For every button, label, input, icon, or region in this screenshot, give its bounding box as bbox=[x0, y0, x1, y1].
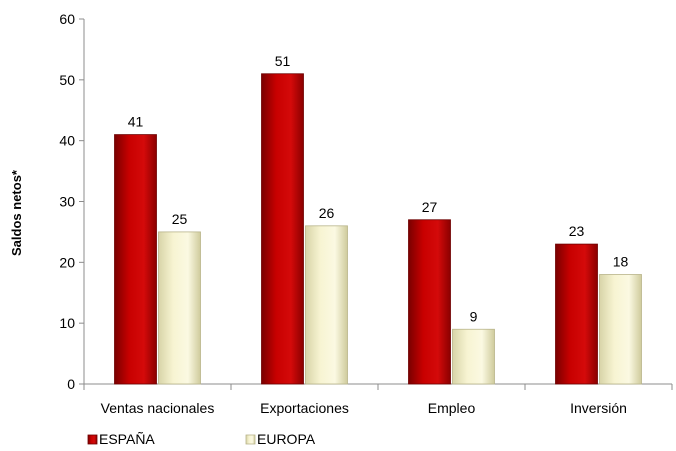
data-label: 25 bbox=[172, 211, 188, 227]
data-label: 51 bbox=[275, 53, 291, 69]
y-tick-label: 10 bbox=[59, 315, 75, 331]
data-label: 18 bbox=[613, 254, 629, 270]
bar-espana bbox=[261, 73, 304, 385]
x-tick-label: Exportaciones bbox=[260, 400, 349, 416]
y-axis-title: Saldos netos* bbox=[9, 169, 24, 256]
data-label: 9 bbox=[470, 308, 478, 324]
bar-espana bbox=[408, 219, 451, 385]
data-label: 27 bbox=[422, 199, 438, 215]
legend-swatch bbox=[87, 434, 98, 445]
bar-europa bbox=[452, 328, 495, 385]
bar-europa bbox=[305, 225, 348, 385]
bar-espana bbox=[555, 243, 598, 385]
data-label: 26 bbox=[319, 205, 335, 221]
legend-swatch bbox=[245, 434, 256, 445]
bar-europa bbox=[599, 274, 642, 385]
y-tick-label: 0 bbox=[67, 376, 75, 392]
data-label: 23 bbox=[569, 223, 585, 239]
legend-label: EUROPA bbox=[257, 431, 316, 447]
x-tick-label: Inversión bbox=[570, 400, 627, 416]
legend-label: ESPAÑA bbox=[99, 431, 155, 447]
bar-espana bbox=[114, 134, 157, 385]
data-label: 41 bbox=[128, 114, 144, 130]
x-tick-label: Ventas nacionales bbox=[101, 400, 215, 416]
bar-europa bbox=[158, 231, 201, 385]
y-tick-label: 50 bbox=[59, 72, 75, 88]
y-tick-label: 30 bbox=[59, 194, 75, 210]
y-tick-label: 40 bbox=[59, 133, 75, 149]
bars: 41 25 Ventas nacionales 51 26 Exportaciones 27… bbox=[101, 53, 642, 416]
y-tick-label: 60 bbox=[59, 11, 75, 27]
x-tick-label: Empleo bbox=[428, 400, 476, 416]
legend: ESPAÑA EUROPA bbox=[87, 431, 316, 447]
y-tick-label: 20 bbox=[59, 254, 75, 270]
